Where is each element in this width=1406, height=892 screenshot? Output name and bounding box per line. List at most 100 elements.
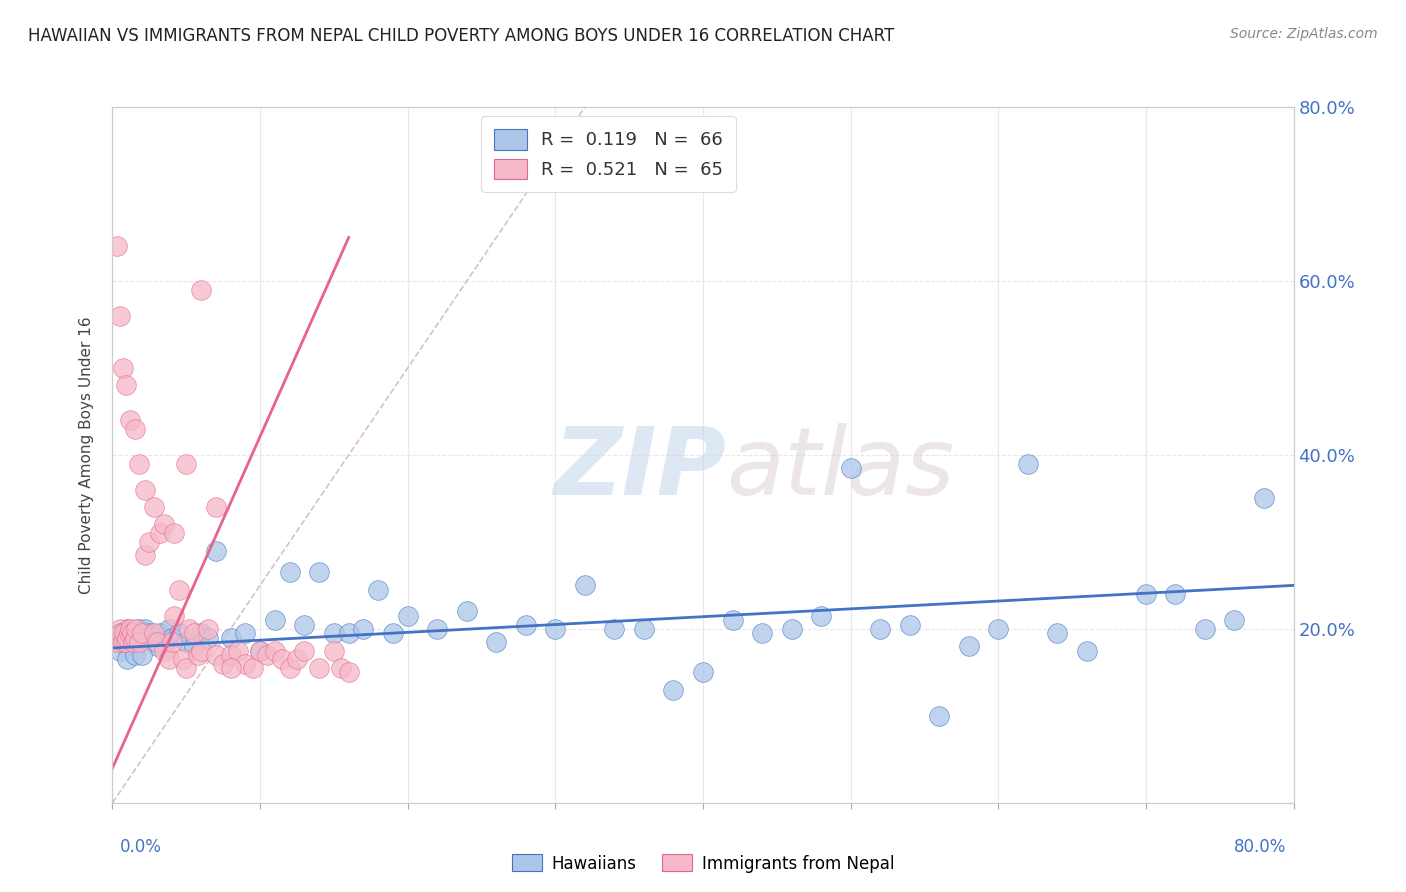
Point	[219, 631, 242, 645]
Point	[292, 643, 315, 657]
Point	[121, 626, 143, 640]
Point	[153, 517, 176, 532]
Point	[426, 622, 449, 636]
Point	[174, 635, 197, 649]
Point	[108, 309, 131, 323]
Point	[810, 608, 832, 623]
Point	[242, 661, 264, 675]
Text: HAWAIIAN VS IMMIGRANTS FROM NEPAL CHILD POVERTY AMONG BOYS UNDER 16 CORRELATION : HAWAIIAN VS IMMIGRANTS FROM NEPAL CHILD …	[28, 27, 894, 45]
Point	[1194, 622, 1216, 636]
Point	[692, 665, 714, 680]
Point	[112, 631, 135, 645]
Point	[1164, 587, 1187, 601]
Point	[233, 657, 256, 671]
Point	[183, 626, 205, 640]
Point	[124, 631, 146, 645]
Point	[138, 534, 160, 549]
Point	[278, 566, 301, 580]
Point	[114, 635, 136, 649]
Point	[197, 622, 219, 636]
Point	[264, 643, 287, 657]
Y-axis label: Child Poverty Among Boys Under 16: Child Poverty Among Boys Under 16	[79, 316, 94, 594]
Legend: Hawaiians, Immigrants from Nepal: Hawaiians, Immigrants from Nepal	[505, 847, 901, 880]
Point	[163, 526, 186, 541]
Point	[160, 635, 183, 649]
Point	[869, 622, 891, 636]
Point	[138, 626, 160, 640]
Point	[308, 566, 330, 580]
Point	[233, 626, 256, 640]
Point	[839, 461, 862, 475]
Point	[131, 648, 153, 662]
Point	[174, 457, 197, 471]
Point	[1076, 643, 1098, 657]
Point	[153, 643, 176, 657]
Point	[120, 413, 142, 427]
Point	[118, 626, 141, 640]
Point	[205, 648, 228, 662]
Point	[603, 622, 626, 636]
Point	[163, 608, 186, 623]
Point	[114, 378, 136, 392]
Point	[157, 622, 180, 636]
Point	[515, 617, 537, 632]
Point	[122, 635, 145, 649]
Point	[124, 626, 146, 640]
Text: ZIP: ZIP	[554, 423, 727, 515]
Point	[149, 626, 172, 640]
Point	[256, 648, 278, 662]
Point	[117, 652, 138, 666]
Legend: R =  0.119   N =  66, R =  0.521   N =  65: R = 0.119 N = 66, R = 0.521 N = 65	[481, 116, 735, 192]
Point	[780, 622, 803, 636]
Point	[125, 622, 148, 636]
Point	[160, 631, 183, 645]
Point	[957, 639, 980, 653]
Point	[107, 631, 129, 645]
Point	[190, 626, 212, 640]
Text: 80.0%: 80.0%	[1234, 838, 1286, 856]
Point	[721, 613, 744, 627]
Point	[167, 626, 190, 640]
Point	[187, 648, 209, 662]
Point	[142, 626, 165, 640]
Point	[219, 648, 242, 662]
Text: Source: ZipAtlas.com: Source: ZipAtlas.com	[1230, 27, 1378, 41]
Point	[485, 635, 508, 649]
Point	[111, 635, 134, 649]
Point	[751, 626, 773, 640]
Point	[662, 682, 685, 697]
Point	[396, 608, 419, 623]
Point	[146, 635, 169, 649]
Point	[110, 626, 132, 640]
Point	[128, 622, 150, 636]
Point	[330, 661, 353, 675]
Point	[633, 622, 655, 636]
Point	[205, 543, 228, 558]
Point	[249, 643, 271, 657]
Point	[544, 622, 567, 636]
Point	[382, 626, 405, 640]
Point	[574, 578, 596, 592]
Point	[149, 526, 172, 541]
Point	[142, 635, 165, 649]
Point	[167, 582, 190, 597]
Point	[197, 631, 219, 645]
Point	[131, 626, 153, 640]
Point	[105, 239, 128, 253]
Point	[337, 626, 360, 640]
Text: atlas: atlas	[727, 424, 955, 515]
Point	[226, 643, 249, 657]
Point	[456, 605, 478, 619]
Point	[108, 643, 131, 657]
Point	[323, 643, 346, 657]
Point	[124, 648, 146, 662]
Point	[212, 657, 235, 671]
Point	[174, 661, 197, 675]
Point	[271, 652, 294, 666]
Point	[112, 626, 135, 640]
Point	[1046, 626, 1069, 640]
Point	[172, 652, 194, 666]
Point	[179, 622, 201, 636]
Point	[111, 360, 134, 375]
Point	[292, 617, 315, 632]
